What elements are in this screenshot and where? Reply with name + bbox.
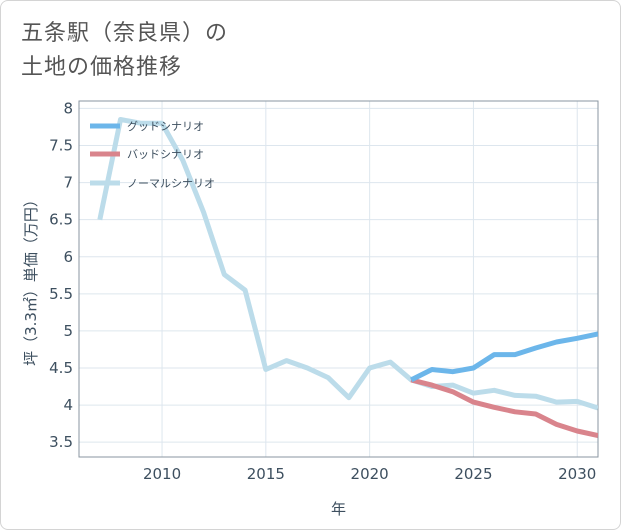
series-line-bad [410,377,598,438]
x-tick-label: 2020 [351,465,389,483]
y-tick-label: 4 [63,396,73,414]
plot-frame [78,100,599,458]
legend-label: グッドシナリオ [127,119,204,133]
legend-label: バッドシナリオ [127,148,204,161]
y-tick-label: 7.5 [49,137,73,155]
series-line-normal [97,117,598,411]
y-tick-label: 5 [63,322,73,340]
x-tick-label: 2030 [558,465,596,483]
title-line-1: 五条駅（奈良県）の [21,21,229,46]
series-layer [97,117,598,438]
series-line-good [410,331,598,383]
x-axis-label: 年 [331,500,346,518]
y-tick-label: 3.5 [49,433,73,451]
y-tick-label: 8 [63,99,73,117]
tick-labels: 3.5 4 4.5 5 5.5 6 6.5 7 7.5 8 2010 2015 2020 2025 2030 [49,99,596,483]
grid [79,101,598,457]
x-tick-label: 2010 [143,465,181,483]
y-tick-label: 5.5 [49,285,73,303]
chart-title: 五条駅（奈良県）の 土地の価格推移 [21,17,228,85]
y-tick-label: 6 [63,248,73,266]
x-tick-label: 2015 [247,465,285,483]
y-tick-label: 7 [63,174,73,192]
y-tick-label: 4.5 [49,359,73,377]
title-line-2: 土地の価格推移 [21,55,183,80]
x-tick-label: 2025 [454,465,492,483]
y-tick-label: 6.5 [49,211,73,229]
legend-label: ノーマルシナリオ [127,177,215,190]
y-axis-label: 坪（3.3㎡）単価（万円） [22,192,40,366]
